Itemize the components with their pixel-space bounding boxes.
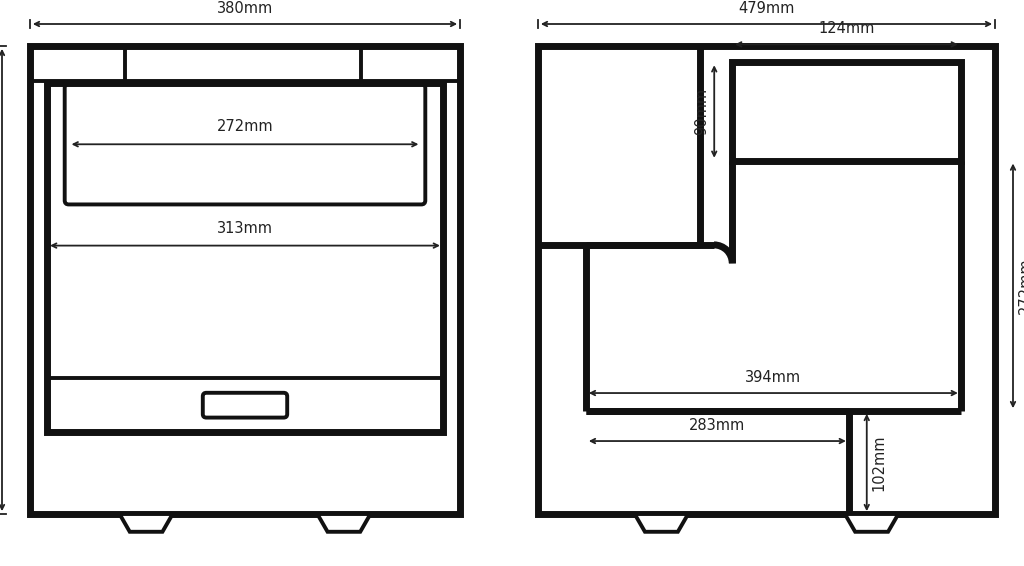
Polygon shape — [635, 514, 688, 532]
Text: 380mm: 380mm — [217, 1, 273, 16]
Text: 90mm: 90mm — [694, 88, 710, 135]
Text: 479mm: 479mm — [738, 1, 795, 16]
Text: 102mm: 102mm — [871, 434, 887, 491]
Text: 283mm: 283mm — [689, 418, 745, 433]
Polygon shape — [317, 514, 371, 532]
Polygon shape — [845, 514, 898, 532]
Text: 313mm: 313mm — [217, 221, 273, 235]
Text: 272mm: 272mm — [1018, 258, 1024, 314]
Text: 124mm: 124mm — [818, 22, 874, 36]
Text: 394mm: 394mm — [745, 370, 802, 385]
Polygon shape — [120, 514, 173, 532]
Text: 272mm: 272mm — [217, 119, 273, 134]
